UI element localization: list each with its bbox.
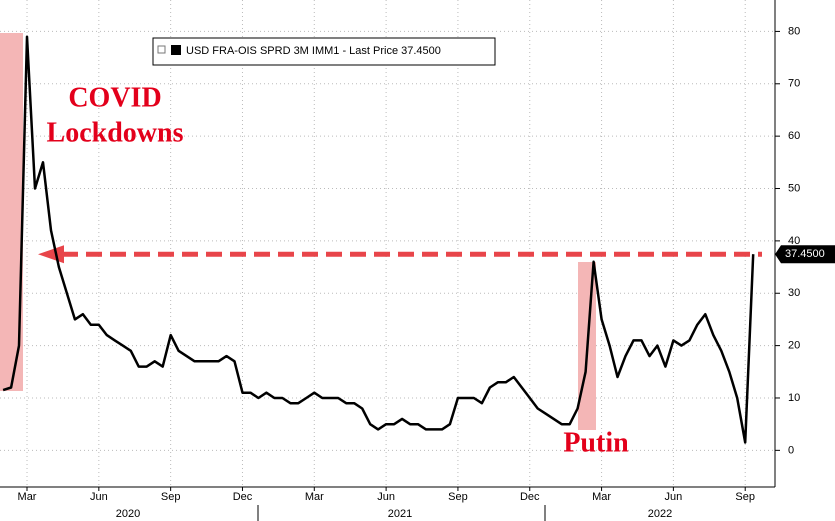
y-tick-label: 0 xyxy=(788,444,794,456)
x-tick-label: Mar xyxy=(305,491,324,503)
x-tick-label: Mar xyxy=(18,491,37,503)
arrow-head xyxy=(38,245,64,264)
year-label: 2020 xyxy=(116,508,140,520)
annotation: Putin xyxy=(563,427,629,458)
y-tick-label: 70 xyxy=(788,78,800,90)
x-tick-label: Jun xyxy=(377,491,395,503)
y-tick-label: 20 xyxy=(788,340,800,352)
series-line xyxy=(2,35,755,444)
y-tick-label: 50 xyxy=(788,182,800,194)
y-tick-label: 80 xyxy=(788,25,800,37)
x-tick-label: Jun xyxy=(665,491,683,503)
x-tick-label: Sep xyxy=(735,491,755,503)
year-label: 2022 xyxy=(648,508,672,520)
x-tick-label: Mar xyxy=(592,491,611,503)
y-tick-label: 40 xyxy=(788,235,800,247)
y-tick-label: 60 xyxy=(788,130,800,142)
annotation: Lockdowns xyxy=(47,117,184,148)
year-label: 2021 xyxy=(388,508,412,520)
legend-label: USD FRA-OIS SPRD 3M IMM1 - Last Price 37… xyxy=(186,45,441,57)
x-tick-label: Jun xyxy=(90,491,108,503)
annotation: COVID xyxy=(68,82,161,113)
last-price-tag xyxy=(775,245,835,264)
legend-box xyxy=(157,45,166,54)
y-tick-label: 30 xyxy=(788,287,800,299)
x-tick-label: Sep xyxy=(161,491,181,503)
x-tick-label: Dec xyxy=(520,491,540,503)
x-tick-label: Dec xyxy=(233,491,253,503)
last-price-label: 37.4500 xyxy=(785,248,825,260)
legend-swatch xyxy=(171,45,181,55)
y-tick-label: 10 xyxy=(788,392,800,404)
covid-shade xyxy=(0,33,23,391)
legend xyxy=(152,37,496,66)
x-tick-label: Sep xyxy=(448,491,468,503)
